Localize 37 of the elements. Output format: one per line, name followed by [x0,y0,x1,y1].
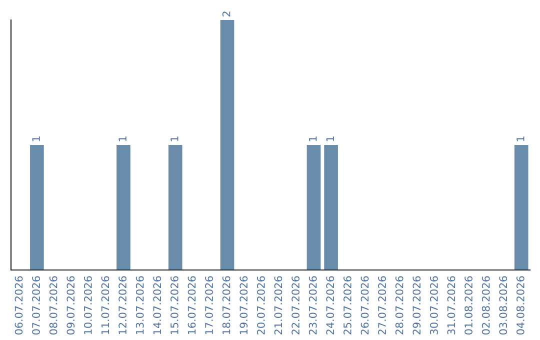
x-tick-label: 23.07.2026 [308,276,317,334]
x-tick-label: 14.07.2026 [153,276,162,334]
data-label: 1 [309,136,317,142]
x-tick-label: 19.07.2026 [240,276,248,334]
x-tick-label: 04.08.2026 [516,276,524,335]
x-tick-label: 02.08.2026 [482,276,490,335]
x-tick-label: 10.07.2026 [84,276,92,334]
x-tick-label: 21.07.2026 [274,276,282,334]
x-tick-label: 26.07.2026 [360,276,369,334]
x-tick-label: 30.07.2026 [430,276,438,334]
data-label: 1 [516,136,524,142]
x-tick-label: 29.07.2026 [412,276,421,334]
data-label: 1 [170,136,178,142]
x-tick-label: 15.07.2026 [170,276,178,334]
x-tick-label: 18.07.2026 [222,276,230,334]
x-tick-label: 28.07.2026 [395,276,404,334]
data-label: 1 [326,136,334,142]
x-tick-label: 16.07.2026 [188,276,196,334]
data-label: 2 [222,12,230,16]
x-tick-label: 24.07.2026 [326,276,334,334]
x-tick-label: 25.07.2026 [343,276,352,334]
x-tick-label: 11.07.2026 [101,276,110,334]
x-tick-label: 17.07.2026 [205,276,213,334]
x-tick-label: 31.07.2026 [447,276,456,334]
x-tick-label: 06.07.2026 [14,276,23,335]
x-tick-label: 08.07.2026 [49,276,58,335]
x-tick-label: 13.07.2026 [136,276,144,334]
x-tick-label: 03.08.2026 [499,276,508,335]
x-tick-label: 01.08.2026 [464,276,472,335]
x-tick-label: 09.07.2026 [66,276,75,335]
data-label: 1 [118,136,126,142]
x-tick-label: 20.07.2026 [256,276,265,334]
x-tick-label: 07.07.2026 [32,276,40,335]
data-label: 1 [32,136,40,142]
x-tick-label: 22.07.2026 [292,276,300,334]
x-tick-label: 27.07.2026 [378,276,386,334]
x-tick-label: 12.07.2026 [118,276,126,334]
